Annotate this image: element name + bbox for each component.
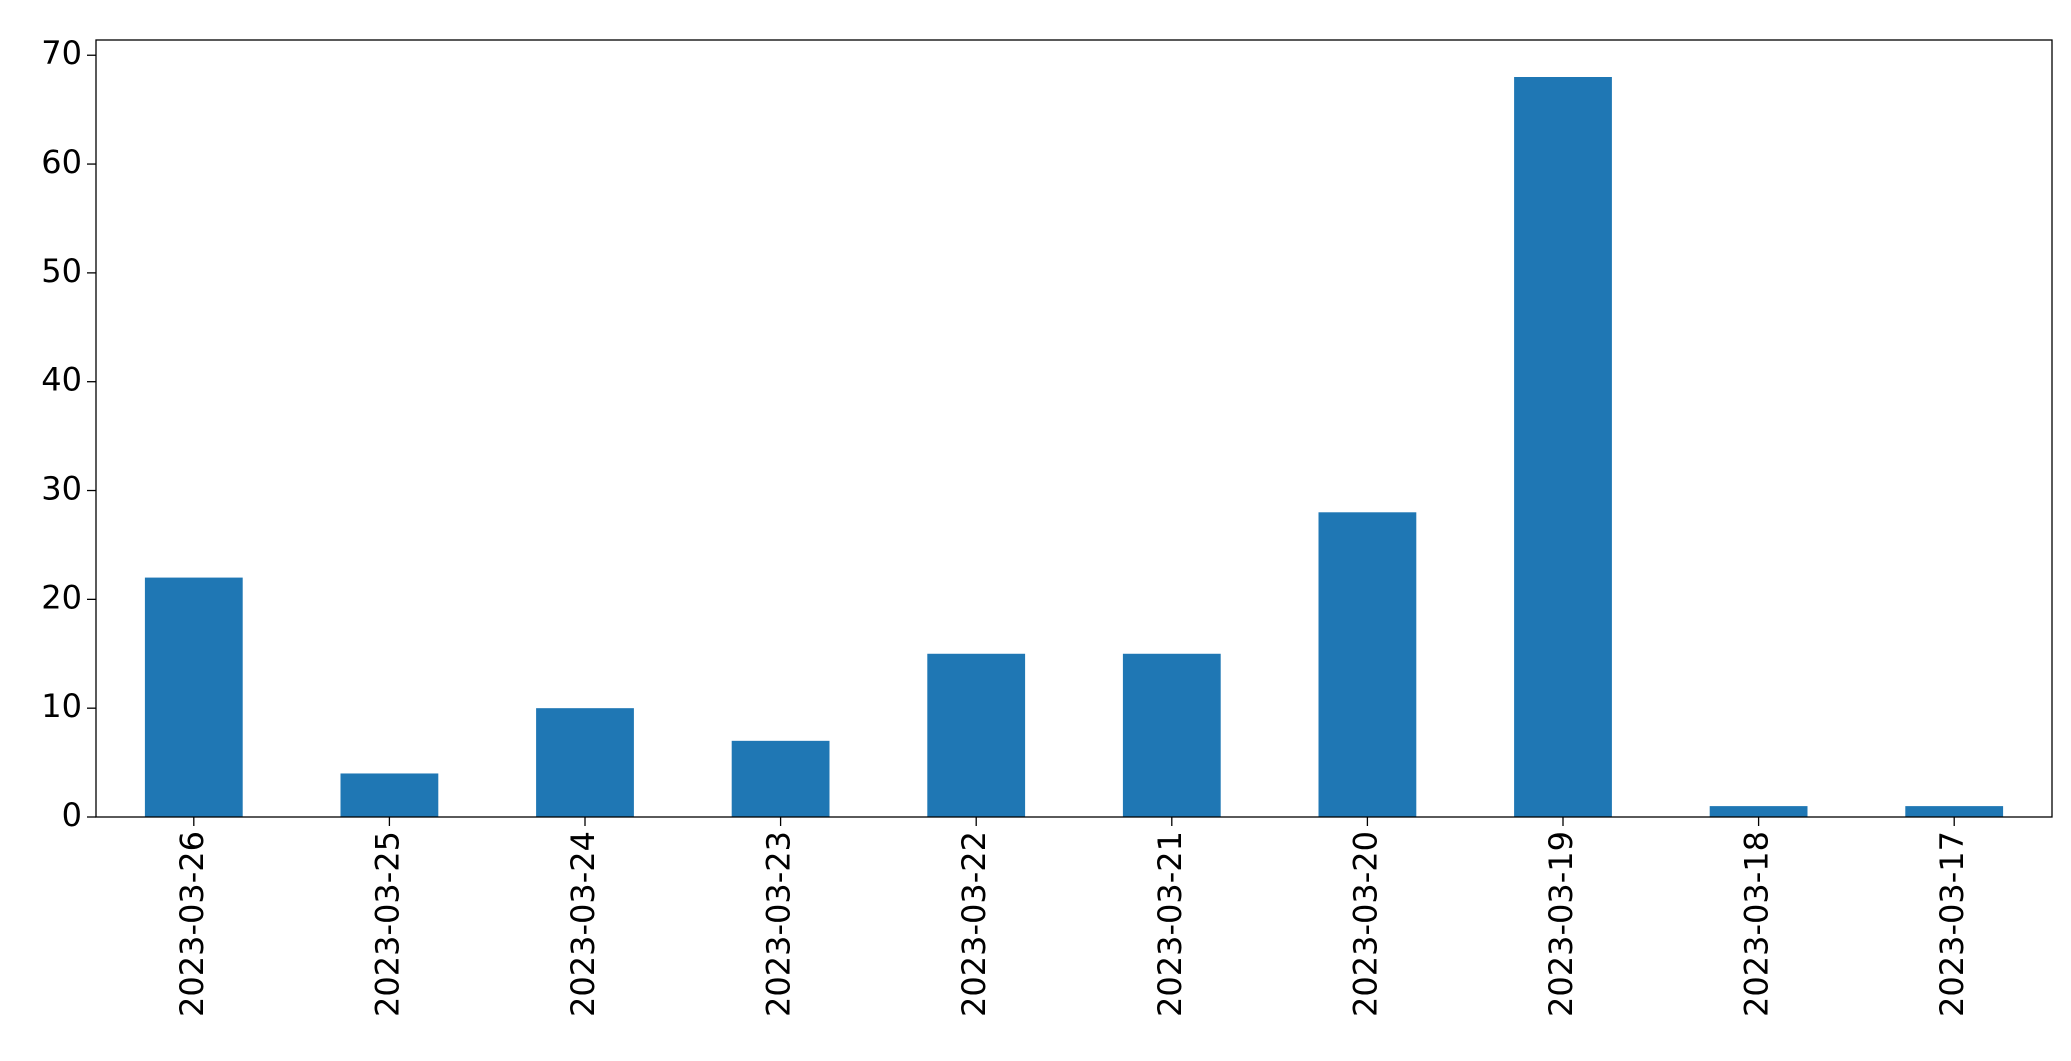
y-tick-label: 50: [41, 252, 82, 290]
y-tick-label: 20: [41, 578, 82, 616]
x-tick-label: 2023-03-23: [760, 831, 798, 1017]
y-tick-label: 30: [41, 470, 82, 508]
x-tick-label: 2023-03-19: [1542, 831, 1580, 1017]
bar: [927, 653, 1026, 817]
y-tick-label: 40: [41, 361, 82, 399]
axes-frame: [95, 39, 2053, 818]
x-tick-label: 2023-03-20: [1346, 831, 1384, 1017]
bar: [536, 708, 634, 817]
bar: [731, 740, 830, 817]
x-tick-label: 2023-03-22: [955, 831, 993, 1017]
bar: [1709, 806, 1808, 817]
bar: [144, 577, 243, 817]
y-tick-label: 10: [41, 687, 82, 725]
x-tick-label: 2023-03-25: [368, 831, 406, 1017]
bar: [1122, 653, 1221, 817]
plot-area: 0 10 20 30 40 50 60 70 2023-03-26 2023-03-25 2023-…: [41, 34, 2004, 1017]
x-tick-label: 2023-03-24: [564, 831, 602, 1017]
y-tick-label: 0: [62, 796, 82, 834]
bar: [1318, 512, 1417, 817]
x-tick-label: 2023-03-18: [1738, 831, 1776, 1017]
x-tick-label: 2023-03-17: [1933, 831, 1971, 1017]
y-tick-label: 60: [41, 143, 82, 181]
bar: [340, 773, 439, 817]
bar: [1514, 77, 1612, 817]
bar: [1905, 806, 2004, 817]
x-tick-label: 2023-03-21: [1151, 831, 1189, 1017]
x-tick-label: 2023-03-26: [173, 831, 211, 1017]
y-tick-label: 70: [41, 34, 82, 72]
